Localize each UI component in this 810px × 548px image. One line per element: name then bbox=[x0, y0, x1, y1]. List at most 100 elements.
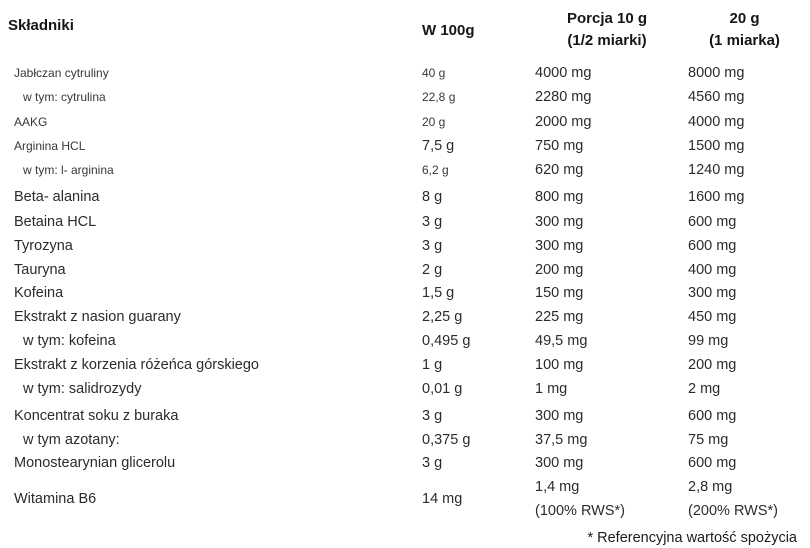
value-per-10g-amount: 1,4 mg bbox=[535, 479, 580, 495]
value-per-20g: 200 mg bbox=[688, 357, 737, 373]
ingredient-name: AAKG bbox=[14, 115, 48, 129]
value-per-20g: 600 mg bbox=[688, 214, 737, 230]
ingredient-name: w tym: salidrozydy bbox=[23, 381, 142, 397]
value-per-10g: 49,5 mg bbox=[535, 333, 588, 349]
value-per-100g: 8 g bbox=[422, 189, 443, 205]
value-per-100g: 40 g bbox=[422, 66, 446, 80]
value-per-100g: 0,495 g bbox=[422, 333, 471, 349]
table-row: Witamina B6 14 mg 1,4 mg (100% RWS*) 2,8… bbox=[0, 475, 810, 523]
value-per-10g: 2280 mg bbox=[535, 89, 592, 105]
ingredient-name: Ekstrakt z nasion guarany bbox=[14, 309, 181, 325]
value-per-10g: 200 mg bbox=[535, 262, 584, 278]
table-row: w tym: cytrulina 22,8 g 2280 mg 4560 mg bbox=[0, 85, 810, 109]
column-header-per-10g-line1: Porcja 10 g bbox=[566, 10, 648, 27]
value-per-100g: 3 g bbox=[422, 214, 443, 230]
value-per-100g: 2,25 g bbox=[422, 309, 463, 325]
table-row: Tyrozyna 3 g 300 mg 600 mg bbox=[0, 234, 810, 258]
value-per-100g: 7,5 g bbox=[422, 138, 455, 154]
value-per-20g: 600 mg bbox=[688, 408, 737, 424]
table-row: Koncentrat soku z buraka 3 g 300 mg 600 … bbox=[0, 404, 810, 428]
value-per-20g: 2 mg bbox=[688, 381, 721, 397]
value-per-20g: 450 mg bbox=[688, 309, 737, 325]
table-row: Ekstrakt z korzenia różeńca górskiego 1 … bbox=[0, 353, 810, 377]
ingredient-name: Arginina HCL bbox=[14, 139, 86, 153]
value-per-100g: 14 mg bbox=[422, 491, 463, 507]
column-header-per-100g: W 100g bbox=[422, 22, 475, 39]
value-per-100g: 6,2 g bbox=[422, 163, 449, 177]
value-per-100g: 20 g bbox=[422, 115, 446, 129]
value-per-10g: 100 mg bbox=[535, 357, 584, 373]
table-row: Tauryna 2 g 200 mg 400 mg bbox=[0, 258, 810, 282]
value-per-20g-amount: 2,8 mg bbox=[688, 479, 733, 495]
value-per-20g: 99 mg bbox=[688, 333, 729, 349]
column-header-per-20g-line1: 20 g bbox=[729, 10, 760, 27]
value-per-100g: 3 g bbox=[422, 455, 443, 471]
ingredient-name: w tym: kofeina bbox=[23, 333, 116, 349]
ingredient-name: w tym azotany: bbox=[23, 432, 120, 448]
value-per-10g-rws: (100% RWS*) bbox=[535, 503, 625, 519]
table-row: w tym azotany: 0,375 g 37,5 mg 75 mg bbox=[0, 428, 810, 452]
value-per-100g: 0,375 g bbox=[422, 432, 471, 448]
ingredient-name: Tyrozyna bbox=[14, 238, 73, 254]
value-per-100g: 1,5 g bbox=[422, 285, 455, 301]
reference-intake-footnote: * Referencyjna wartość spożycia bbox=[587, 530, 797, 546]
column-header-ingredients: Składniki bbox=[8, 17, 74, 34]
value-per-100g: 2 g bbox=[422, 262, 443, 278]
value-per-10g: 4000 mg bbox=[535, 65, 592, 81]
value-per-100g: 22,8 g bbox=[422, 90, 456, 104]
table-row: Betaina HCL 3 g 300 mg 600 mg bbox=[0, 210, 810, 234]
value-per-10g: 300 mg bbox=[535, 455, 584, 471]
value-per-100g: 3 g bbox=[422, 238, 443, 254]
value-per-100g: 1 g bbox=[422, 357, 443, 373]
value-per-10g: 37,5 mg bbox=[535, 432, 588, 448]
value-per-20g-rws: (200% RWS*) bbox=[688, 503, 778, 519]
value-per-10g: 2000 mg bbox=[535, 114, 592, 130]
table-row: w tym: salidrozydy 0,01 g 1 mg 2 mg bbox=[0, 377, 810, 401]
value-per-20g: 1240 mg bbox=[688, 162, 745, 178]
ingredient-name: w tym: l- arginina bbox=[23, 163, 114, 177]
value-per-10g: 300 mg bbox=[535, 238, 584, 254]
value-per-20g: 400 mg bbox=[688, 262, 737, 278]
value-per-20g: 300 mg bbox=[688, 285, 737, 301]
ingredient-name: Monostearynian glicerolu bbox=[14, 455, 176, 471]
value-per-20g: 8000 mg bbox=[688, 65, 745, 81]
ingredient-name: Beta- alanina bbox=[14, 189, 100, 205]
ingredient-name: Tauryna bbox=[14, 262, 66, 278]
value-per-100g: 3 g bbox=[422, 408, 443, 424]
value-per-20g: 75 mg bbox=[688, 432, 729, 448]
value-per-10g: 750 mg bbox=[535, 138, 584, 154]
table-row: Beta- alanina 8 g 800 mg 1600 mg bbox=[0, 185, 810, 209]
value-per-20g: 600 mg bbox=[688, 455, 737, 471]
table-row: w tym: kofeina 0,495 g 49,5 mg 99 mg bbox=[0, 329, 810, 353]
value-per-20g: 2,8 mg (200% RWS*) bbox=[688, 475, 778, 523]
value-per-10g: 620 mg bbox=[535, 162, 584, 178]
value-per-10g: 1,4 mg (100% RWS*) bbox=[535, 475, 625, 523]
value-per-20g: 1600 mg bbox=[688, 189, 745, 205]
ingredient-name: Jabłczan cytruliny bbox=[14, 66, 109, 80]
value-per-20g: 4560 mg bbox=[688, 89, 745, 105]
table-row: Kofeina 1,5 g 150 mg 300 mg bbox=[0, 281, 810, 305]
table-row: Monostearynian glicerolu 3 g 300 mg 600 … bbox=[0, 451, 810, 475]
ingredient-name: Koncentrat soku z buraka bbox=[14, 408, 179, 424]
ingredient-name: Ekstrakt z korzenia różeńca górskiego bbox=[14, 357, 259, 373]
value-per-10g: 300 mg bbox=[535, 408, 584, 424]
table-row: Ekstrakt z nasion guarany 2,25 g 225 mg … bbox=[0, 305, 810, 329]
ingredient-name: Kofeina bbox=[14, 285, 64, 301]
value-per-100g: 0,01 g bbox=[422, 381, 463, 397]
value-per-10g: 150 mg bbox=[535, 285, 584, 301]
value-per-10g: 800 mg bbox=[535, 189, 584, 205]
ingredient-name: Betaina HCL bbox=[14, 214, 97, 230]
value-per-10g: 225 mg bbox=[535, 309, 584, 325]
value-per-20g: 1500 mg bbox=[688, 138, 745, 154]
table-row: w tym: l- arginina 6,2 g 620 mg 1240 mg bbox=[0, 158, 810, 182]
value-per-10g: 300 mg bbox=[535, 214, 584, 230]
value-per-20g: 600 mg bbox=[688, 238, 737, 254]
ingredient-name: w tym: cytrulina bbox=[23, 90, 106, 104]
column-header-per-20g-line2: (1 miarka) bbox=[709, 32, 780, 49]
table-row: Arginina HCL 7,5 g 750 mg 1500 mg bbox=[0, 134, 810, 158]
ingredient-name: Witamina B6 bbox=[14, 491, 97, 507]
table-row: Jabłczan cytruliny 40 g 4000 mg 8000 mg bbox=[0, 61, 810, 85]
value-per-20g: 4000 mg bbox=[688, 114, 745, 130]
column-header-per-10g-line2: (1/2 miarki) bbox=[567, 32, 647, 49]
